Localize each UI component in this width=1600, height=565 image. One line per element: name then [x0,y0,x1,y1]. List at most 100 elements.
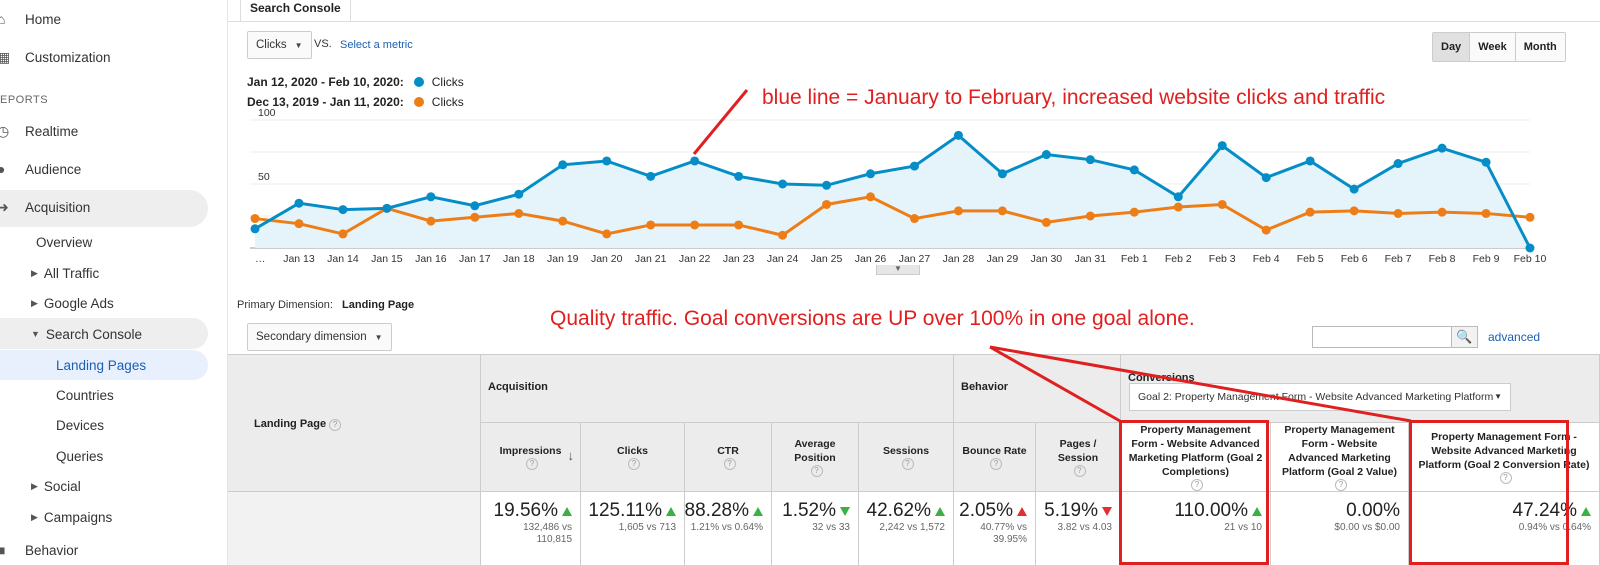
primary-dim-value[interactable]: Landing Page [342,299,415,311]
column-header-label: Property Management Form - Website Advan… [1128,424,1263,478]
data-point-previous [602,229,612,239]
x-tick-label: Feb 3 [1209,253,1236,265]
search-icon[interactable]: 🔍 [1452,326,1478,348]
data-point-current [909,161,919,171]
metric-select[interactable]: Clicks ▼ [247,31,312,59]
data-point-current [1041,150,1051,160]
chart-resize-handle[interactable]: ▼ [876,265,920,275]
data-point-previous [1217,199,1227,209]
metric-value-text: 19.56% [493,500,558,521]
data-point-current [1393,159,1403,169]
data-point-current [470,201,480,211]
arrow-to-blue-line [692,89,749,155]
column-header-label: Property Management Form - Website Advan… [1418,431,1590,471]
arrow-to-completions [989,345,1121,423]
x-tick-label: Feb 10 [1514,253,1547,265]
column-header[interactable]: CTR? [685,423,772,492]
data-point-previous [514,208,524,218]
sidebar-item-acquisition[interactable]: ➜ Acquisition [0,189,90,225]
landing-page-total-cell [228,492,481,565]
sidebar-item-landing-pages[interactable]: Landing Pages [56,347,146,383]
metric-value-cell: 88.28% 1.21% vs 0.64% [685,492,772,565]
month-button[interactable]: Month [1514,33,1565,61]
sidebar-item-label: Behavior [25,542,79,558]
x-tick-label: Jan 17 [459,253,491,265]
sidebar-item-label: Search Console [45,326,142,342]
week-button[interactable]: Week [1469,33,1515,61]
column-header[interactable]: Impressions? ↓ [481,423,581,492]
sidebar-item-devices[interactable]: Devices [56,407,104,443]
column-header[interactable]: Pages / Session? [1036,423,1121,492]
data-point-previous [426,216,436,226]
arrow-down-icon [840,506,850,516]
column-header[interactable]: Property Management Form - Website Advan… [1271,423,1409,492]
home-icon: ⌂ [0,11,6,27]
landing-page-header[interactable]: Landing Page? [228,355,481,492]
legend-metric: Clicks [431,75,464,89]
help-icon: ? [1499,472,1512,484]
sidebar-item-customization[interactable]: ▦ Customization [0,39,111,75]
data-point-current [1129,165,1139,175]
arrow-down-icon [1102,506,1112,516]
sort-descending-icon[interactable]: ↓ [567,448,575,463]
metric-value: 125.11% [588,500,676,522]
help-icon: ? [526,458,538,470]
sidebar-item-home[interactable]: ⌂ Home [0,1,61,37]
sidebar-item-label: Audience [25,161,82,177]
data-point-previous [1437,207,1447,217]
sidebar-item-label: Campaigns [43,509,113,525]
legend-metric: Clicks [431,95,464,109]
sidebar-item-countries[interactable]: Countries [56,377,114,413]
data-point-current [1349,184,1359,194]
metric-value-cell: 42.62% 2,242 vs 1,572 [859,492,954,565]
chevron-down-icon: ▼ [1494,392,1502,401]
sidebar-item-social[interactable]: ▶ Social [31,468,81,504]
sidebar-item-queries[interactable]: Queries [56,438,103,474]
column-header[interactable]: Clicks? [581,423,685,492]
metric-value-text: 1.52% [782,500,836,521]
metric-value: 1.52% [782,500,850,522]
x-tick-label: Jan 31 [1075,253,1107,265]
sidebar-item-all-traffic[interactable]: ▶ All Traffic [31,255,99,291]
sidebar-item-behavior[interactable]: ■ Behavior [0,532,78,565]
metric-value: 19.56% [494,500,572,522]
data-point-previous [822,199,832,209]
column-header[interactable]: Property Management Form - Website Advan… [1121,423,1271,492]
column-header[interactable]: Average Position? [772,423,859,492]
table-search-input[interactable] [1312,326,1452,348]
help-icon: ? [329,419,342,431]
acquisition-icon: ➜ [0,199,9,215]
sidebar-item-overview[interactable]: Overview [36,224,92,260]
secondary-dimension-label: Secondary dimension [256,331,367,343]
x-tick-label: Jan 30 [1031,253,1063,265]
behavior-icon: ■ [0,542,6,558]
data-point-previous [1349,206,1359,216]
sidebar-item-campaigns[interactable]: ▶ Campaigns [31,499,112,535]
tab-divider [228,21,1600,22]
day-button[interactable]: Day [1433,33,1470,61]
caret-right-icon: ▶ [31,267,38,278]
metric-value-cell: 125.11% 1,605 vs 713 [581,492,685,565]
sidebar-item-search-console[interactable]: ▼ Search Console [31,316,142,352]
secondary-dimension-select[interactable]: Secondary dimension ▼ [247,323,392,351]
data-point-previous [1393,208,1403,218]
sidebar-item-realtime[interactable]: ◷ Realtime [0,113,78,149]
data-point-previous [646,220,656,230]
metric-comparison: 1.21% vs 0.64% [690,522,763,533]
column-header[interactable]: Sessions? [859,423,954,492]
sidebar-item-label: Home [25,11,62,27]
sidebar-item-google-ads[interactable]: ▶ Google Ads [31,285,114,321]
data-point-previous [294,219,304,229]
data-point-current [953,130,963,140]
sidebar-item-audience[interactable]: ● Audience [0,151,81,187]
select-metric-link[interactable]: Select a metric [340,39,413,51]
column-header-label: CTR [717,445,739,457]
data-point-current [690,156,700,166]
tab-search-console[interactable]: Search Console [240,0,351,22]
clock-icon: ◷ [0,123,10,139]
advanced-link[interactable]: advanced [1488,330,1541,344]
x-tick-label: Jan 29 [987,253,1019,265]
column-header[interactable]: Bounce Rate? [954,423,1036,492]
data-point-previous [734,220,744,230]
chevron-down-icon: ▼ [374,332,383,342]
